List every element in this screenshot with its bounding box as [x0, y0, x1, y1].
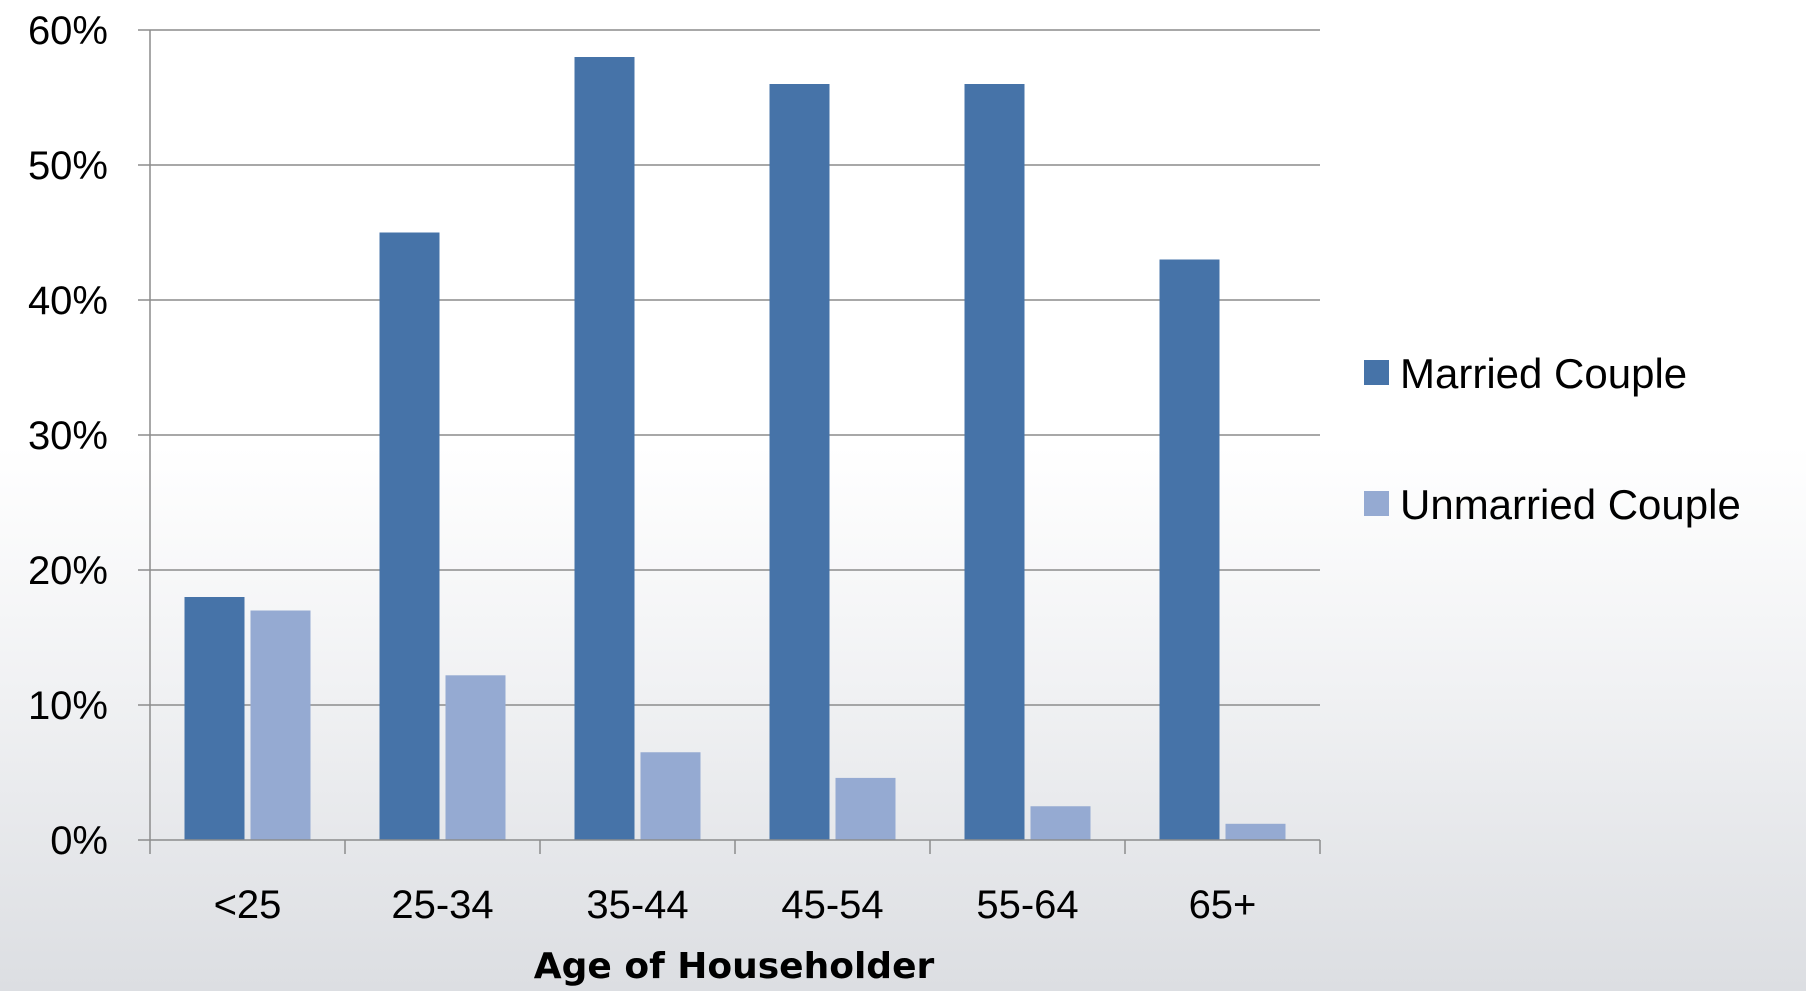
axes	[149, 30, 1321, 854]
bar-unmarried-couple	[1030, 806, 1091, 840]
bar-unmarried-couple	[250, 610, 311, 840]
y-tick-label: 60%	[28, 9, 108, 53]
legend-label: Married Couple	[1400, 350, 1687, 397]
legend-label: Unmarried Couple	[1400, 481, 1741, 528]
legend-swatch	[1364, 360, 1389, 385]
y-tick-label: 20%	[28, 549, 108, 593]
y-tick-label: 50%	[28, 144, 108, 188]
x-tick-label: 55-64	[976, 883, 1078, 927]
bar-unmarried-couple	[445, 675, 506, 840]
bar-unmarried-couple	[640, 752, 701, 840]
x-axis-tick-labels: <25 25-34 35-44 45-54 55-64 65+	[214, 883, 1257, 927]
bar-married-couple	[964, 84, 1025, 840]
legend-swatch	[1364, 491, 1389, 516]
bar-married-couple	[574, 57, 635, 840]
y-tick-label: 30%	[28, 414, 108, 458]
bars	[184, 57, 1286, 840]
y-tick-label: 0%	[50, 819, 108, 863]
bar-married-couple	[1159, 259, 1220, 840]
x-tick-label: 35-44	[586, 883, 688, 927]
bar-married-couple	[184, 597, 245, 840]
bar-married-couple	[379, 232, 440, 840]
x-tick-label: <25	[214, 883, 282, 927]
y-axis-tick-labels: 0% 10% 20% 30% 40% 50% 60%	[28, 9, 108, 863]
bar-unmarried-couple	[835, 777, 896, 840]
y-tick-label: 40%	[28, 279, 108, 323]
x-tick-label: 25-34	[391, 883, 493, 927]
x-tick-label: 65+	[1189, 883, 1257, 927]
x-axis-title: Age of Householder	[534, 946, 935, 987]
bar-unmarried-couple	[1225, 823, 1286, 840]
gridlines	[138, 29, 1320, 841]
x-tick-label: 45-54	[781, 883, 883, 927]
bar-married-couple	[769, 84, 830, 840]
legend: Married Couple Unmarried Couple	[1364, 350, 1741, 528]
y-tick-label: 10%	[28, 684, 108, 728]
